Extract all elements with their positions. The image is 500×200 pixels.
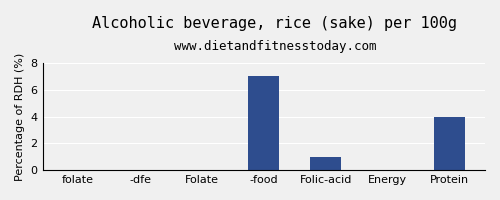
Bar	[310, 157, 341, 170]
Text: www.dietandfitnesstoday.com: www.dietandfitnesstoday.com	[174, 40, 376, 53]
Y-axis label: Percentage of RDH (%): Percentage of RDH (%)	[15, 52, 25, 181]
Bar	[248, 76, 279, 170]
Bar	[434, 117, 465, 170]
Text: Alcoholic beverage, rice (sake) per 100g: Alcoholic beverage, rice (sake) per 100g	[92, 16, 458, 31]
